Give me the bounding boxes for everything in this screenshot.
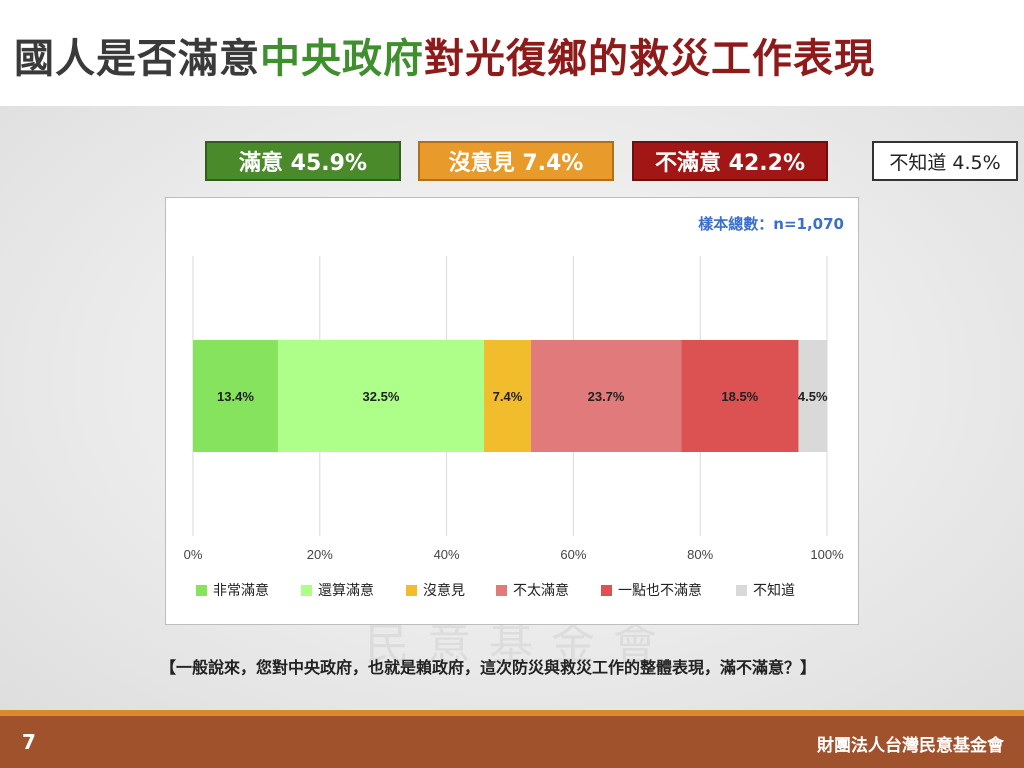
x-tick-label: 100% — [810, 547, 844, 562]
title-bar: 國人是否滿意中央政府對光復鄉的救災工作表現 — [0, 0, 1024, 106]
x-tick-label: 80% — [687, 547, 713, 562]
title-part-2: 中央政府 — [260, 36, 424, 82]
bar-segment — [530, 340, 682, 452]
data-label: 4.5% — [798, 389, 828, 404]
legend-swatch — [301, 585, 312, 596]
data-label: 23.7% — [588, 389, 625, 404]
x-tick-label: 0% — [184, 547, 203, 562]
x-tick-label: 60% — [560, 547, 586, 562]
legend-label: 還算滿意 — [318, 582, 374, 598]
summary-dissatisfied: 不滿意 42.2% — [632, 141, 828, 181]
legend-swatch — [406, 585, 417, 596]
summary-no-opinion: 沒意見 7.4% — [418, 141, 614, 181]
data-label: 13.4% — [217, 389, 254, 404]
title-part-1: 國人是否滿意 — [14, 36, 260, 82]
organization-name: 財團法人台灣民意基金會 — [817, 736, 1004, 756]
bar-segment — [798, 340, 827, 452]
bar-segment — [277, 340, 485, 452]
legend-swatch — [736, 585, 747, 596]
legend-label: 不太滿意 — [513, 582, 569, 598]
legend-label: 一點也不滿意 — [618, 582, 702, 598]
legend-label: 不知道 — [753, 582, 795, 598]
bar-segment — [681, 340, 799, 452]
data-label: 32.5% — [363, 389, 400, 404]
page-title: 國人是否滿意中央政府對光復鄉的救災工作表現 — [14, 26, 875, 84]
summary-satisfied: 滿意 45.9% — [205, 141, 401, 181]
bar-segment — [484, 340, 531, 452]
x-tick-label: 40% — [434, 547, 460, 562]
data-label: 7.4% — [493, 389, 523, 404]
legend-label: 沒意見 — [423, 582, 465, 598]
legend-swatch — [196, 585, 207, 596]
page-number: 7 — [22, 730, 36, 754]
x-tick-label: 20% — [307, 547, 333, 562]
data-label: 18.5% — [721, 389, 758, 404]
legend-swatch — [601, 585, 612, 596]
title-part-3: 對光復鄉的救災工作表現 — [424, 36, 875, 82]
sample-size-label: 樣本總數：n=1,070 — [698, 215, 844, 233]
bar-segment — [193, 340, 278, 452]
stacked-bar-chart: 0% 20% 40% 60% 80% 100% 13.4% 32.5% 7.4% 23.7% 18.… — [184, 256, 844, 598]
legend-label: 非常滿意 — [213, 582, 269, 598]
chart-panel: 樣本總數：n=1,070 0% 20% 40% 60% 80% 100% 13.4% 32.5… — [165, 197, 859, 625]
legend-swatch — [496, 585, 507, 596]
summary-dont-know: 不知道 4.5% — [872, 141, 1018, 181]
footer: 7 財團法人台灣民意基金會 — [0, 716, 1024, 768]
footer-accent-line — [0, 710, 1024, 716]
survey-question: 【一般說來，您對中央政府，也就是賴政府，這次防災與救災工作的整體表現，滿不滿意？… — [160, 658, 817, 677]
